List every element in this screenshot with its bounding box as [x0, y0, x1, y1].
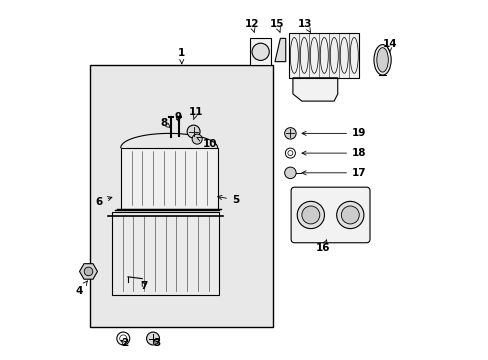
- Text: 14: 14: [382, 39, 396, 52]
- Circle shape: [297, 201, 324, 229]
- Text: 6: 6: [95, 197, 112, 207]
- Circle shape: [301, 206, 319, 224]
- Bar: [249, 39, 271, 65]
- Text: 19: 19: [302, 129, 366, 138]
- Text: 5: 5: [217, 195, 239, 205]
- Text: 2: 2: [121, 338, 128, 348]
- Text: 8: 8: [160, 118, 170, 128]
- Text: 12: 12: [244, 19, 258, 32]
- Text: 15: 15: [269, 19, 284, 32]
- Text: 9: 9: [174, 112, 182, 122]
- Circle shape: [341, 206, 359, 224]
- Circle shape: [284, 128, 296, 139]
- Text: 16: 16: [316, 240, 330, 253]
- Text: 3: 3: [153, 338, 160, 348]
- Text: 18: 18: [302, 148, 366, 158]
- Text: 11: 11: [188, 107, 203, 120]
- Text: 17: 17: [302, 168, 366, 178]
- Text: 13: 13: [298, 19, 312, 32]
- Bar: [289, 33, 359, 78]
- Circle shape: [336, 201, 363, 229]
- Bar: [121, 148, 217, 209]
- FancyBboxPatch shape: [290, 187, 369, 243]
- Circle shape: [187, 125, 200, 138]
- Text: 10: 10: [197, 138, 217, 149]
- Ellipse shape: [376, 48, 387, 72]
- Circle shape: [251, 43, 269, 60]
- Bar: [90, 65, 273, 327]
- Polygon shape: [80, 264, 97, 279]
- Polygon shape: [274, 39, 285, 62]
- Circle shape: [146, 332, 159, 345]
- Circle shape: [192, 134, 202, 144]
- Text: 4: 4: [76, 281, 87, 296]
- Bar: [289, 33, 359, 78]
- Bar: [112, 212, 219, 295]
- Circle shape: [84, 267, 93, 276]
- Text: 1: 1: [178, 48, 185, 64]
- Polygon shape: [292, 78, 337, 101]
- Circle shape: [284, 167, 296, 179]
- Ellipse shape: [373, 45, 390, 75]
- Text: 7: 7: [140, 281, 147, 291]
